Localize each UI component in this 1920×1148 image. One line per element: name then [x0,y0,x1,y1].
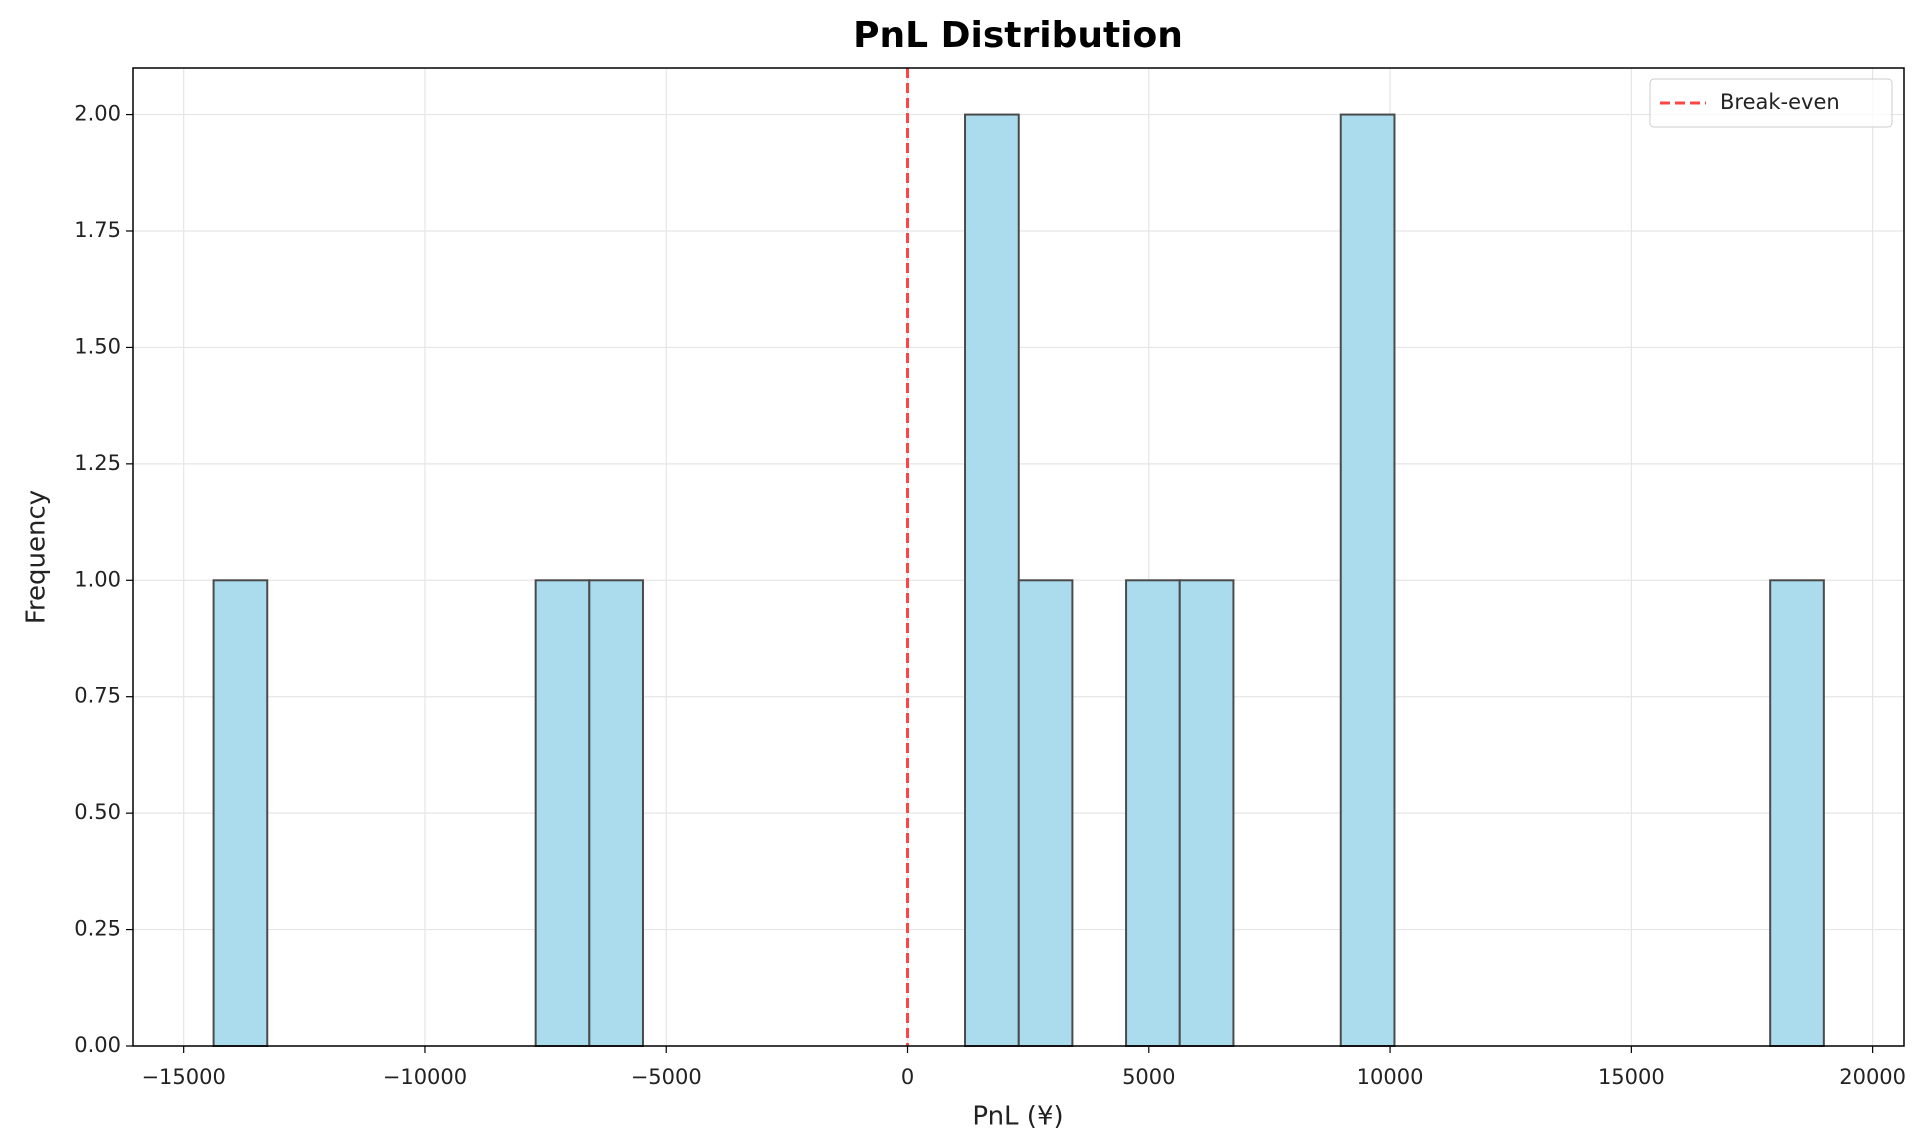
histogram-bar [534,579,591,1047]
histogram-bar [212,579,269,1047]
legend-label: Break-even [1720,90,1840,114]
histogram-bar [1125,579,1181,1047]
y-tick-label: 0.75 [74,684,121,708]
y-axis-label: Frequency [22,490,52,624]
chart-title: PnL Distribution [853,15,1183,56]
histogram-bar [1339,113,1396,1048]
x-tick-label: −10000 [383,1065,467,1089]
histogram-bar [1017,579,1074,1047]
histogram-bar [588,579,644,1047]
y-tick-label: 1.00 [74,567,121,591]
y-tick-label: 1.25 [74,451,121,475]
x-tick-label: −15000 [141,1065,225,1089]
x-tick-label: 10000 [1357,1065,1424,1089]
legend-box [1649,78,1893,128]
y-tick-label: 1.75 [74,218,121,242]
x-tick-label: 5000 [1122,1065,1175,1089]
x-axis-label: PnL (¥) [972,1102,1063,1132]
y-tick-label: 0.25 [74,917,121,941]
histogram-bar [1178,579,1235,1047]
y-tick-label: 1.50 [74,334,121,358]
y-tick-label: 2.00 [74,102,121,126]
plot-frame [132,67,1905,1047]
x-tick-label: −5000 [631,1065,702,1089]
x-tick-label: 0 [901,1065,914,1089]
histogram-bar [1769,579,1825,1047]
x-tick-label: 20000 [1839,1065,1906,1089]
histogram-bar [964,113,1020,1048]
x-tick-label: 15000 [1598,1065,1665,1089]
y-tick-label: 0.50 [74,800,121,824]
y-tick-label: 0.00 [74,1033,121,1057]
